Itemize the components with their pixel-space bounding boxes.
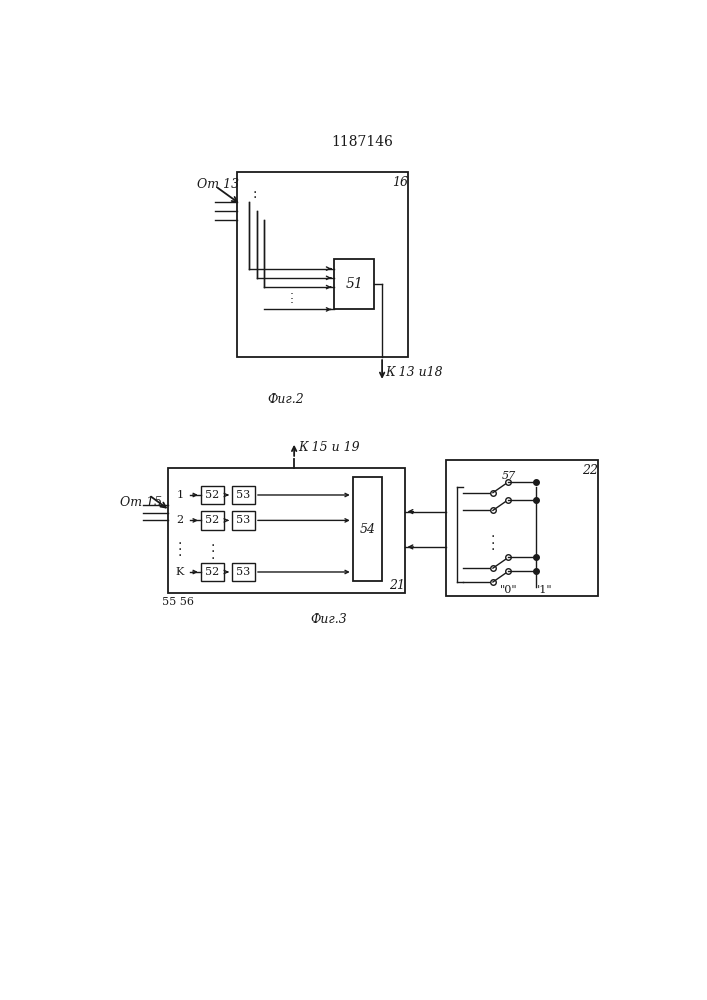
Text: K: K [175,567,184,577]
Text: "1": "1" [534,585,552,595]
Bar [353,477,382,581]
Text: 54: 54 [359,523,375,536]
Text: ·: · [491,543,495,557]
Text: ·: · [289,288,293,301]
Text: ·: · [177,536,182,550]
Text: ·: · [252,191,257,205]
Text: ·: · [177,549,182,563]
Text: ·: · [211,539,216,553]
Text: 53: 53 [236,567,250,577]
Text: К 15 и 19: К 15 и 19 [298,441,360,454]
Bar [201,563,224,581]
Text: 57: 57 [501,471,515,481]
Text: 16: 16 [392,176,408,189]
Text: 55 56: 55 56 [161,597,194,607]
Text: ·: · [289,298,293,311]
Bar [201,486,224,504]
Text: От 15: От 15 [120,496,163,509]
Bar [232,511,255,530]
Text: 51: 51 [345,277,363,291]
Text: Фиг.2: Фиг.2 [268,393,305,406]
Text: "0": "0" [500,585,518,595]
Bar [237,172,408,357]
Text: К 13 и18: К 13 и18 [385,366,443,379]
Text: 53: 53 [236,515,250,525]
Text: ·: · [177,543,182,557]
Bar [232,486,255,504]
Text: 1187146: 1187146 [331,135,393,149]
Text: 2: 2 [176,515,183,525]
Bar [334,259,374,309]
Text: 21: 21 [389,579,405,592]
Text: ·: · [289,293,293,306]
Text: ·: · [491,536,495,550]
Text: 22: 22 [582,464,598,477]
Text: 1: 1 [176,490,183,500]
Bar [201,511,224,530]
Text: ·: · [491,530,495,544]
Text: ·: · [252,186,257,200]
Bar [232,563,255,581]
Text: 52: 52 [205,490,219,500]
Text: 52: 52 [205,515,219,525]
Text: 53: 53 [236,490,250,500]
Bar [168,468,404,593]
Text: ·: · [211,552,216,566]
Bar [446,460,597,596]
Text: 52: 52 [205,567,219,577]
Text: От 13: От 13 [197,178,239,191]
Text: Фиг.3: Фиг.3 [310,613,347,626]
Text: ·: · [211,545,216,559]
